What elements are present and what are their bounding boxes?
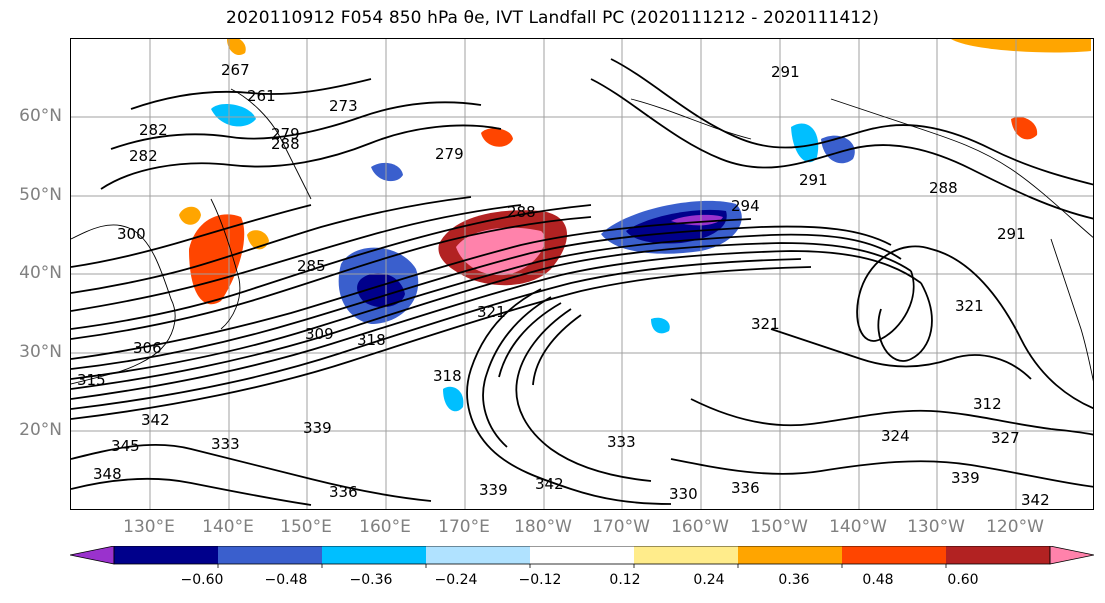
contour-label: 330 — [669, 485, 698, 503]
contour-label: 300 — [117, 225, 146, 243]
contour-label: 291 — [771, 63, 800, 81]
contour-label: 345 — [111, 437, 140, 455]
contour-label: 339 — [951, 469, 980, 487]
contour-label: 312 — [973, 395, 1002, 413]
colorbar-segment — [322, 546, 427, 564]
lon-label: 120°W — [986, 517, 1044, 537]
contour-label: 342 — [141, 411, 170, 429]
colorbar-extend-high — [1049, 546, 1094, 565]
coastlines — [71, 88, 1093, 385]
shaded-anomalies — [179, 39, 1091, 412]
map-canvas: 282 282 279 279 273 288 291 291 294 288 … — [71, 39, 1093, 509]
lon-label: 130°E — [123, 517, 175, 537]
contour-label: 288 — [929, 179, 958, 197]
contour-label: 306 — [133, 339, 162, 357]
contour-label: 342 — [535, 475, 564, 493]
colorbar-segment — [946, 546, 1051, 564]
contour-label: 348 — [93, 465, 122, 483]
contour-label: 324 — [881, 427, 910, 445]
lat-label: 40°N — [19, 263, 62, 283]
contour-label: 321 — [477, 303, 506, 321]
colorbar-tick-label: 0.36 — [778, 572, 810, 588]
lat-label: 50°N — [19, 185, 62, 205]
contour-label: 309 — [305, 325, 334, 343]
lat-label: 60°N — [19, 106, 62, 126]
contour-labels: 282 282 279 279 273 288 291 291 294 288 … — [77, 61, 1050, 509]
contour-label: 333 — [211, 435, 240, 453]
lon-label: 140°E — [202, 517, 254, 537]
colorbar-segment — [426, 546, 531, 564]
colorbar-tick-label: 0.24 — [693, 572, 725, 588]
contour-label: 318 — [357, 331, 386, 349]
colorbar-segment — [114, 546, 219, 564]
contour-label: 273 — [329, 97, 358, 115]
chart-title: 2020110912 F054 850 hPa θe, IVT Landfall… — [226, 8, 879, 28]
lon-label: 160°W — [671, 517, 729, 537]
colorbar — [70, 546, 1094, 568]
theta-e-contours — [71, 58, 1093, 506]
contour-label: 342 — [1021, 491, 1050, 509]
lon-label: 170°E — [438, 517, 490, 537]
contour-label: 288 — [271, 135, 300, 153]
lon-label: 150°W — [750, 517, 808, 537]
contour-label: 282 — [129, 147, 158, 165]
contour-label: 321 — [955, 297, 984, 315]
colorbar-outline-left — [70, 546, 114, 564]
lon-label: 140°W — [829, 517, 887, 537]
contour-label: 288 — [507, 203, 536, 221]
contour-label: 327 — [991, 429, 1020, 447]
contour-label: 285 — [297, 257, 326, 275]
colorbar-tick-label: −0.36 — [349, 572, 393, 588]
contour-label: 315 — [77, 371, 106, 389]
contour-label: 336 — [731, 479, 760, 497]
contour-label: 339 — [303, 419, 332, 437]
lon-label: 160°E — [359, 517, 411, 537]
contour-label: 291 — [997, 225, 1026, 243]
colorbar-tick-label: 0.48 — [862, 572, 894, 588]
colorbar-tick-label: −0.48 — [264, 572, 308, 588]
contour-label: 279 — [271, 125, 300, 143]
contour-label: 279 — [435, 145, 464, 163]
colorbar-tick-label: 0.12 — [609, 572, 641, 588]
map-panel: 282 282 279 279 273 288 291 291 294 288 … — [70, 38, 1094, 510]
colorbar-tick-label: −0.24 — [434, 572, 478, 588]
contour-label: 321 — [751, 315, 780, 333]
contour-label: 333 — [607, 433, 636, 451]
colorbar-segment — [842, 546, 947, 564]
contour-label: 261 — [247, 87, 276, 105]
lon-label: 180°W — [514, 517, 572, 537]
colorbar-tick-label: −0.60 — [180, 572, 224, 588]
lat-label: 20°N — [19, 420, 62, 440]
lat-label: 30°N — [19, 342, 62, 362]
colorbar-tick-label: 0.60 — [947, 572, 979, 588]
lon-label: 130°W — [907, 517, 965, 537]
contour-label: 318 — [433, 367, 462, 385]
colorbar-segments — [70, 546, 1094, 568]
colorbar-segment — [218, 546, 323, 564]
lon-label: 150°E — [280, 517, 332, 537]
contour-label: 339 — [479, 481, 508, 499]
lon-label: 170°W — [592, 517, 650, 537]
contour-label: 291 — [799, 171, 828, 189]
colorbar-segment — [634, 546, 739, 564]
colorbar-outline — [113, 546, 1051, 565]
colorbar-segment — [530, 546, 635, 564]
contour-label: 267 — [221, 61, 250, 79]
colorbar-segment — [738, 546, 843, 564]
contour-label: 336 — [329, 483, 358, 501]
graticule — [71, 39, 1093, 509]
colorbar-tick-label: −0.12 — [518, 572, 562, 588]
contour-label: 294 — [731, 197, 760, 215]
contour-label: 282 — [139, 121, 168, 139]
